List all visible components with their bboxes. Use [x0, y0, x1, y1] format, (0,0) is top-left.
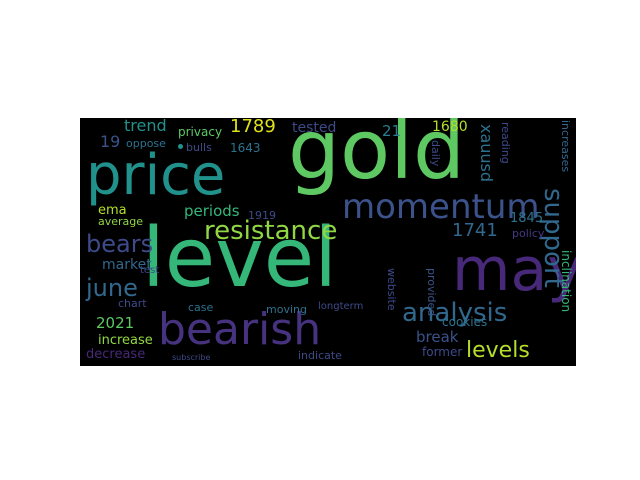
- word-longterm: longterm: [318, 301, 364, 312]
- word-privacy: privacy: [178, 125, 223, 139]
- word-case: case: [188, 301, 214, 314]
- word-gold: gold: [288, 118, 466, 198]
- word-former: former: [422, 345, 463, 359]
- word-xauusd: xauusd: [477, 124, 496, 183]
- word-cookies: cookies: [442, 315, 488, 329]
- word-support: support: [538, 188, 568, 288]
- word-analysis: analysis: [402, 298, 508, 328]
- word-trend: trend: [124, 118, 167, 135]
- word-bulls: bulls: [186, 141, 212, 154]
- word-cloud: gold price level may bearish momentum resistan…: [80, 118, 576, 366]
- word-increases: increases: [559, 120, 572, 173]
- word-indicate: indicate: [298, 349, 342, 362]
- word-reading: reading: [499, 122, 512, 164]
- word-decrease: decrease: [86, 347, 146, 362]
- word-ema: ema: [98, 203, 127, 218]
- word-test: test: [140, 265, 160, 276]
- word-inclination: inclination: [559, 250, 573, 313]
- word-may: may: [452, 235, 576, 305]
- word-break: break: [416, 328, 459, 346]
- word-provided: provided: [425, 268, 438, 317]
- word-periods: periods: [184, 202, 240, 220]
- word-momentum: momentum: [342, 187, 540, 227]
- word-n2021: 2021: [96, 314, 135, 332]
- word-n1845: 1845: [510, 211, 544, 226]
- word-n21: 21: [382, 122, 402, 140]
- word-website: website: [385, 268, 398, 311]
- word-level: level: [142, 211, 337, 306]
- word-subscribe: subscribe: [172, 353, 211, 362]
- word-chart: chart: [118, 297, 147, 310]
- word-n1919: 1919: [248, 209, 276, 222]
- word-n1741: 1741: [452, 220, 498, 241]
- word-tested: tested: [292, 120, 337, 136]
- word-levels: levels: [466, 338, 530, 363]
- word-price: price: [86, 143, 226, 208]
- word-n1789: 1789: [230, 118, 276, 137]
- word-n19: 19: [100, 132, 121, 151]
- word-n1643: 1643: [230, 141, 261, 155]
- word-bears: bears: [86, 230, 154, 258]
- word-moving: moving: [266, 303, 307, 316]
- word-policy: policy: [512, 227, 545, 240]
- word-n1680: 1680: [432, 119, 468, 135]
- word-increase: increase: [98, 333, 153, 348]
- word-average: average: [98, 215, 144, 228]
- word-resistance: resistance: [204, 216, 338, 246]
- word-market: market: [102, 257, 152, 273]
- dot-mark: [178, 144, 183, 149]
- word-oppose: oppose: [126, 137, 166, 150]
- word-bearish: bearish: [158, 304, 322, 355]
- word-june: june: [86, 274, 138, 302]
- word-daily: daily: [429, 140, 442, 167]
